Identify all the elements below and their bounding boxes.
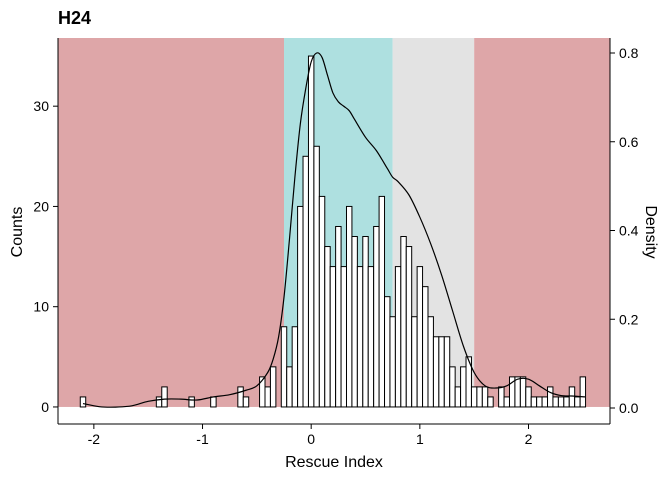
y-left-tick-label: 30 [33,98,49,114]
y-right-tick-label: 0.4 [619,223,639,239]
chart-title: H24 [58,8,91,28]
x-tick-label: 2 [525,431,533,447]
histogram-bar [552,396,559,408]
histogram-bar [79,396,87,408]
histogram-bar [394,266,402,408]
histogram-bar [378,195,386,408]
density-curve [82,52,586,408]
histogram-bar [579,376,587,408]
histogram-bar [384,296,391,408]
histogram-bar [470,386,478,408]
y-right-tick-label: 0.8 [619,45,639,61]
histogram-bar [324,246,331,408]
histogram-bar [432,336,440,408]
histogram-bar [460,366,467,408]
x-tick-label: 0 [307,431,315,447]
histogram-bar [422,286,429,408]
y-axis-left-title: Counts [9,207,26,258]
histogram-bar [476,386,483,408]
histogram-bar [259,376,266,408]
x-tick-label: -2 [88,431,101,447]
histogram-bar [400,236,407,408]
histogram-bar [335,225,342,408]
histogram-bar [481,386,489,408]
histogram-bar [427,316,434,408]
histogram-bar [503,396,510,408]
histogram-bar [264,386,271,408]
histogram-bar [242,396,250,408]
histogram-bar [514,376,521,408]
histogram-bar [568,386,576,408]
histogram-bar [345,205,353,408]
y-right-tick-label: 0.0 [619,400,639,416]
x-tick-label: -1 [196,431,209,447]
histogram-bar [405,246,413,408]
histogram-bar [389,316,396,408]
histogram-bar [161,386,168,408]
density-curve-layer [82,52,586,408]
histogram-bar [525,386,532,408]
histogram-bar [563,396,570,408]
histogram-bar [367,266,375,408]
histogram-bar [438,336,445,408]
histogram-bar [465,356,472,408]
histogram-bar [155,396,163,408]
histogram-bar [411,316,418,408]
region-band-0 [58,38,285,407]
histogram-bar [519,376,527,408]
histogram-bar [329,266,337,408]
histogram-bar [530,396,538,408]
histogram-bar [498,386,505,408]
histogram-bar [269,366,277,408]
y-axis-right-title: Density [642,205,659,258]
histogram-bars [79,55,587,408]
histogram-bar [454,386,462,408]
y-left-tick-label: 10 [33,299,49,315]
x-tick-label: 1 [416,431,424,447]
histogram-bar [449,366,456,408]
histogram-bar [286,366,293,408]
histogram-bar [280,326,288,408]
histogram-bar [313,145,320,408]
y-right-tick-label: 0.2 [619,311,639,327]
histogram-bar [237,386,244,408]
histogram-bar [373,225,380,408]
histogram-bar [351,236,358,408]
histogram-bar [487,396,494,408]
histogram-bar [188,396,195,408]
histogram-bar [557,396,565,408]
x-axis-title: Rescue Index [285,454,383,471]
y-left-tick-label: 20 [33,198,49,214]
histogram-bar [356,266,364,408]
y-right-tick-label: 0.6 [619,134,639,150]
histogram-bar [302,155,309,408]
region-bands [58,38,610,407]
histogram-bar [307,55,315,408]
histogram-bar [416,266,424,408]
histogram-bar [536,396,543,408]
histogram-bar [547,386,554,408]
histogram-bar [297,205,304,408]
histogram-bar [541,396,549,408]
y-left-tick-label: 0 [41,399,49,415]
histogram-bar [443,336,451,408]
histogram-bar [362,236,369,408]
histogram-bar [291,326,299,408]
histogram-bar [574,396,581,408]
histogram-bar [340,266,347,408]
histogram-bar [210,396,217,408]
region-band-3 [474,38,610,407]
histogram-bar [318,195,326,408]
